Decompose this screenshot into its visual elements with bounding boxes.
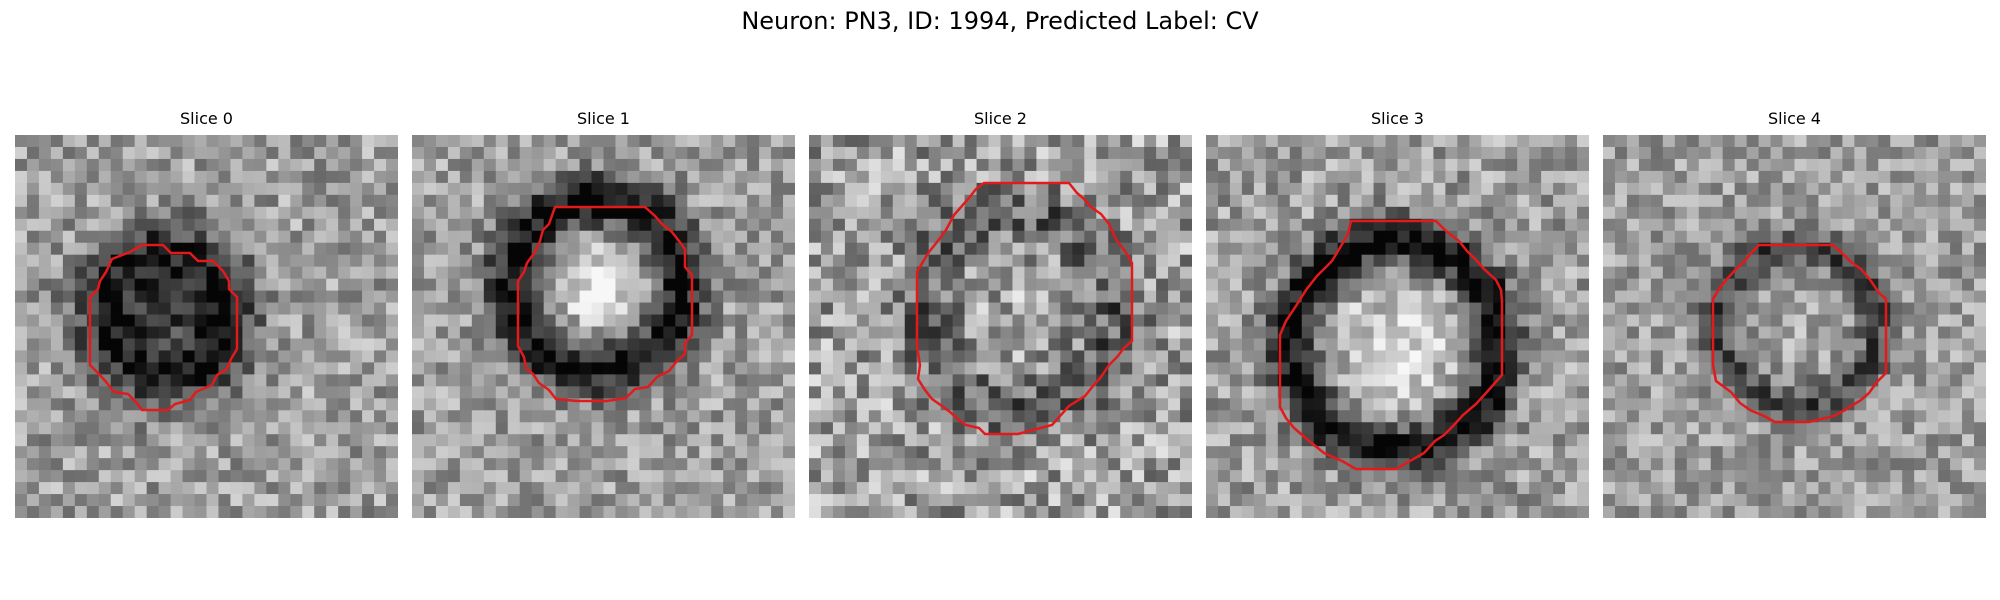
roi-contour-4: [1711, 243, 1888, 424]
microscopy-pixels-0: [15, 135, 398, 518]
figure-title: Neuron: PN3, ID: 1994, Predicted Label: …: [741, 7, 1259, 35]
slice-panel-1: Slice 1: [412, 109, 795, 518]
slice-image-0: [15, 135, 398, 518]
microscopy-pixels-2: [809, 135, 1192, 518]
slice-title-1: Slice 1: [577, 109, 630, 128]
slice-panel-2: Slice 2: [809, 109, 1192, 518]
roi-contour-0: [88, 243, 239, 412]
slice-panel-4: Slice 4: [1603, 109, 1986, 518]
microscopy-pixels-4: [1603, 135, 1986, 518]
roi-contour-3: [1278, 219, 1504, 471]
microscopy-pixels-1: [412, 135, 795, 518]
slice-image-1: [412, 135, 795, 518]
slice-title-2: Slice 2: [974, 109, 1027, 128]
slice-panel-3: Slice 3: [1206, 109, 1589, 518]
slice-title-4: Slice 4: [1768, 109, 1821, 128]
slice-image-2: [809, 135, 1192, 518]
slice-panel-0: Slice 0: [15, 109, 398, 518]
slice-image-3: [1206, 135, 1589, 518]
microscopy-pixels-3: [1206, 135, 1589, 518]
slice-title-0: Slice 0: [180, 109, 233, 128]
roi-contour-1: [516, 205, 694, 403]
roi-contour-2: [915, 181, 1134, 436]
slice-image-4: [1603, 135, 1986, 518]
slice-title-3: Slice 3: [1371, 109, 1424, 128]
